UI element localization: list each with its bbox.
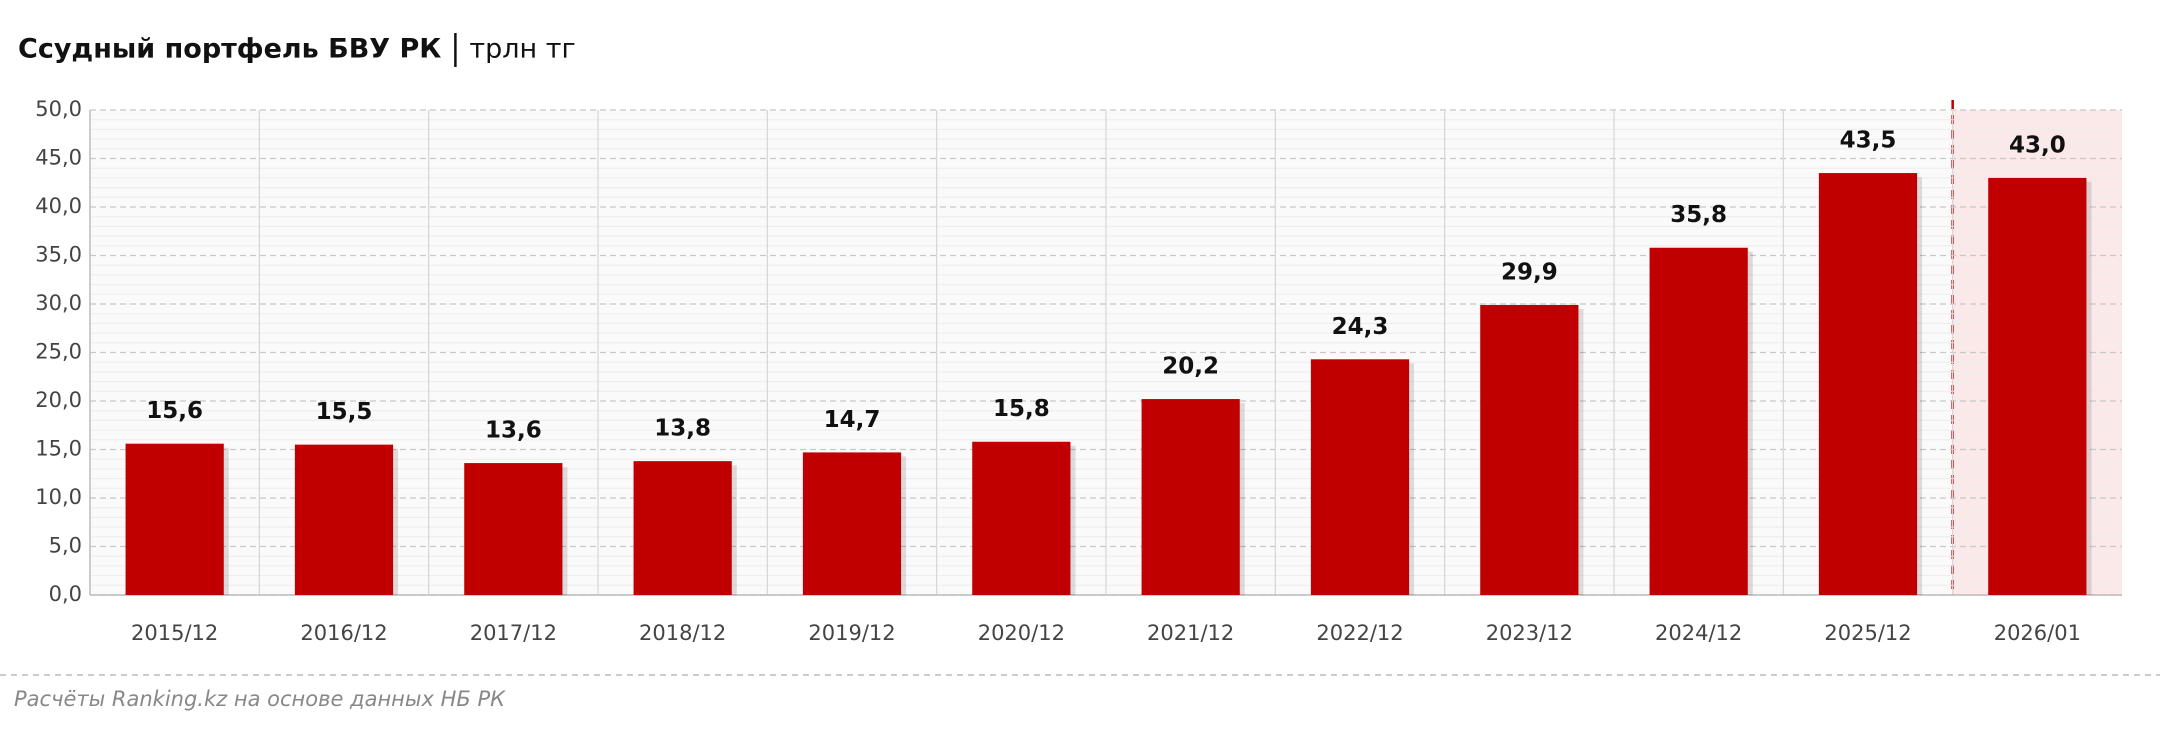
x-tick-label: 2016/12 xyxy=(300,621,387,645)
value-label: 15,6 xyxy=(146,398,203,424)
y-tick-label: 35,0 xyxy=(35,243,82,267)
bar xyxy=(1818,173,1918,596)
value-label: 15,8 xyxy=(993,396,1050,422)
y-tick-label: 0,0 xyxy=(49,582,82,606)
bar xyxy=(125,443,224,595)
bar xyxy=(1310,359,1410,595)
y-tick-label: 25,0 xyxy=(35,340,82,364)
bar xyxy=(633,461,732,595)
x-tick-label: 2015/12 xyxy=(131,621,218,645)
bar xyxy=(464,463,563,595)
value-label: 35,8 xyxy=(1670,202,1727,228)
x-tick-label: 2017/12 xyxy=(470,621,557,645)
x-tick-label: 2026/01 xyxy=(1994,621,2081,645)
x-tick-label: 2025/12 xyxy=(1824,621,1911,645)
bar xyxy=(1141,399,1240,595)
x-tick-label: 2018/12 xyxy=(639,621,726,645)
y-tick-label: 15,0 xyxy=(35,437,82,461)
bar xyxy=(802,452,902,595)
value-label: 24,3 xyxy=(1332,314,1389,340)
value-label: 13,8 xyxy=(654,416,711,442)
y-tick-label: 5,0 xyxy=(49,534,82,558)
source-note: Расчёты Ranking.kz на основе данных НБ Р… xyxy=(14,687,506,711)
value-label: 43,0 xyxy=(2009,132,2066,158)
bar xyxy=(972,441,1071,595)
y-tick-label: 20,0 xyxy=(35,388,82,412)
x-tick-label: 2021/12 xyxy=(1147,621,1234,645)
value-label: 13,6 xyxy=(485,418,542,444)
x-tick-label: 2022/12 xyxy=(1316,621,1403,645)
bar xyxy=(1649,247,1748,596)
x-tick-label: 2019/12 xyxy=(808,621,895,645)
chart-subtitle: трлн тг xyxy=(469,34,575,65)
bar xyxy=(294,444,394,595)
y-tick-label: 50,0 xyxy=(35,97,82,121)
y-tick-label: 10,0 xyxy=(35,485,82,509)
chart-title: Ссудный портфель БВУ РК xyxy=(18,34,441,65)
bar xyxy=(1480,304,1579,595)
value-label: 43,5 xyxy=(1840,128,1897,154)
value-label: 20,2 xyxy=(1162,354,1219,380)
value-label: 15,5 xyxy=(316,399,373,425)
value-label: 29,9 xyxy=(1501,259,1558,285)
y-tick-label: 30,0 xyxy=(35,291,82,315)
y-tick-label: 40,0 xyxy=(35,194,82,218)
bar xyxy=(1988,177,2087,595)
x-tick-label: 2023/12 xyxy=(1486,621,1573,645)
value-label: 14,7 xyxy=(824,407,881,433)
x-tick-label: 2024/12 xyxy=(1655,621,1742,645)
x-tick-label: 2020/12 xyxy=(978,621,1065,645)
y-tick-label: 45,0 xyxy=(35,146,82,170)
